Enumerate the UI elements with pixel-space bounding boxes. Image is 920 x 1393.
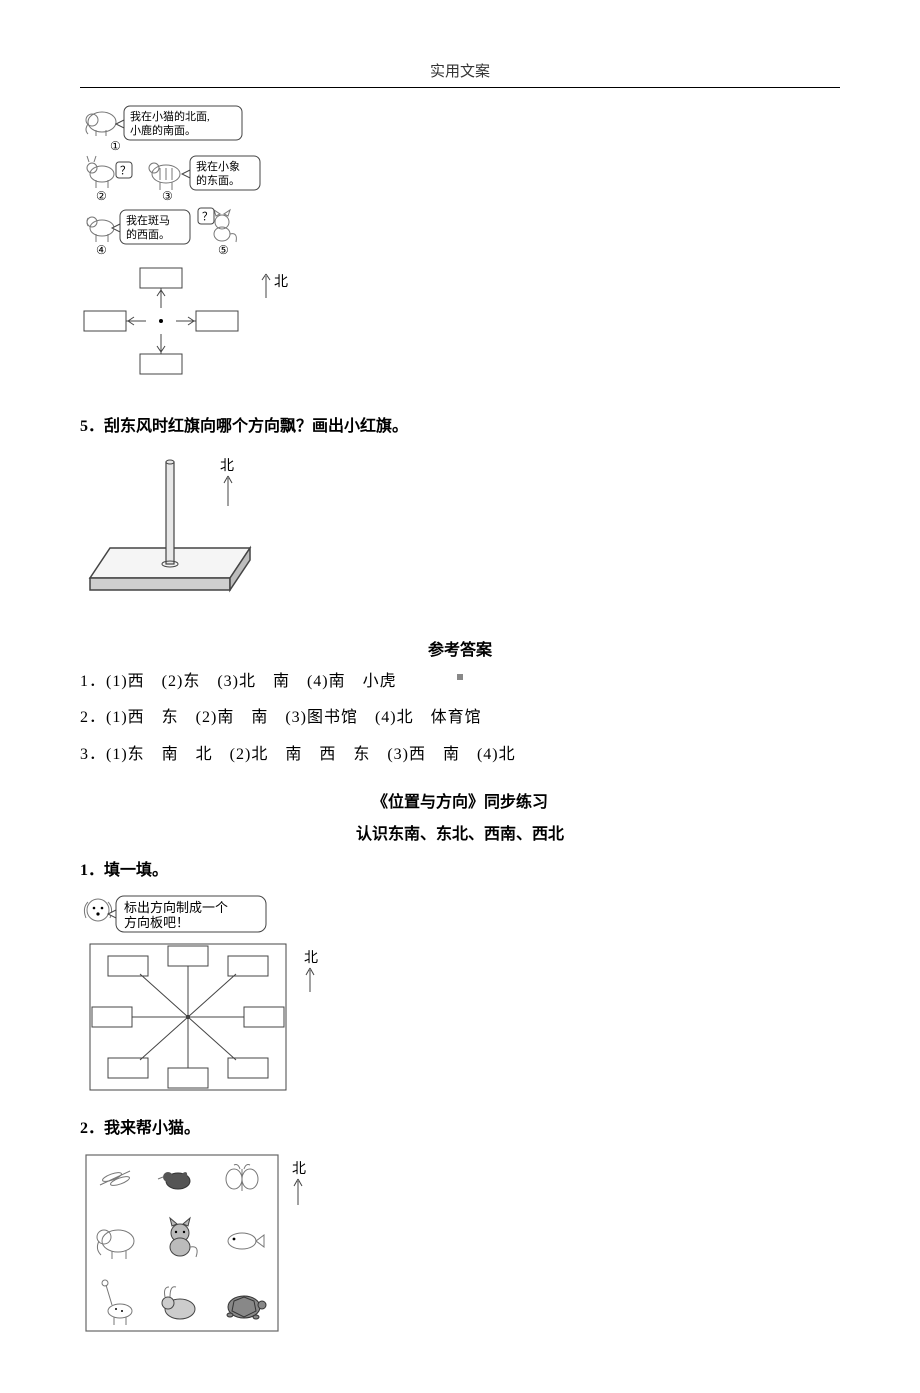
north-label-2: 北 [220,458,234,474]
page-dot-icon [457,674,463,680]
bubble3-line2: 的西面。 [126,227,170,241]
animal-cat [214,210,236,242]
animal-dog [87,217,114,242]
q-mark-deer: ？ [120,165,131,177]
north-label-1: 北 [274,274,288,290]
north-label-3: 北 [304,950,318,966]
section2-subtitle: 认识东南、东北、西南、西北 [80,820,840,844]
compass-fill-diagram: 北 [84,268,288,374]
dog-bubble-line2: 方向板吧！ [124,915,189,930]
animal-zebra [149,163,180,190]
bubble2-line2: 的东面。 [196,173,240,187]
header-rule [80,87,840,88]
eight-direction-board [90,944,286,1090]
bubble1-line2: 小鹿的南面。 [130,123,196,137]
figure-direction-board: 标出方向制成一个 方向板吧！ [80,892,840,1102]
circ-5: ⑤ [218,243,229,257]
question-5: 5．刮东风时红旗向哪个方向飘？画出小红旗。 [80,414,840,440]
figure-cat-grid: 北 [80,1149,840,1339]
answer-line-1: 1．(1)西 (2)东 (3)北 南 (4)南 小虎 [80,668,840,697]
s2-question-1: 1．填一填。 [80,858,840,884]
dog-head-icon [84,899,111,921]
answers-title: 参考答案 [80,636,840,660]
page-header: 实用文案 [80,60,840,81]
flag-pole [166,462,174,564]
animal-elephant [86,112,116,136]
answer-line-2: 2．(1)西 东 (2)南 南 (3)图书馆 (4)北 体育馆 [80,704,840,733]
answer-line-3: 3．(1)东 南 北 (2)北 南 西 东 (3)西 南 (4)北 [80,741,840,770]
section2-title: 《位置与方向》同步练习 [80,788,840,812]
q-mark-cat: ？ [202,211,213,223]
s2-question-2: 2．我来帮小猫。 [80,1116,840,1142]
circ-4: ④ [96,243,107,257]
figure-flagpole: 北 [80,448,840,618]
circ-1: ① [110,139,121,153]
bubble2-line1: 我在小象 [196,160,240,173]
figure-animals-compass: 我在小猫的北面, 小鹿的南面。 ① ？ ② [80,100,840,400]
animal-deer [87,156,114,188]
dog-bubble-line1: 标出方向制成一个 [124,900,228,915]
north-label-4: 北 [292,1161,306,1177]
circ-3: ③ [162,189,173,203]
circ-2: ② [96,189,107,203]
board-front [90,578,230,590]
bubble3-line1: 我在斑马 [126,214,170,227]
bubble1-line1: 我在小猫的北面, [130,109,210,123]
